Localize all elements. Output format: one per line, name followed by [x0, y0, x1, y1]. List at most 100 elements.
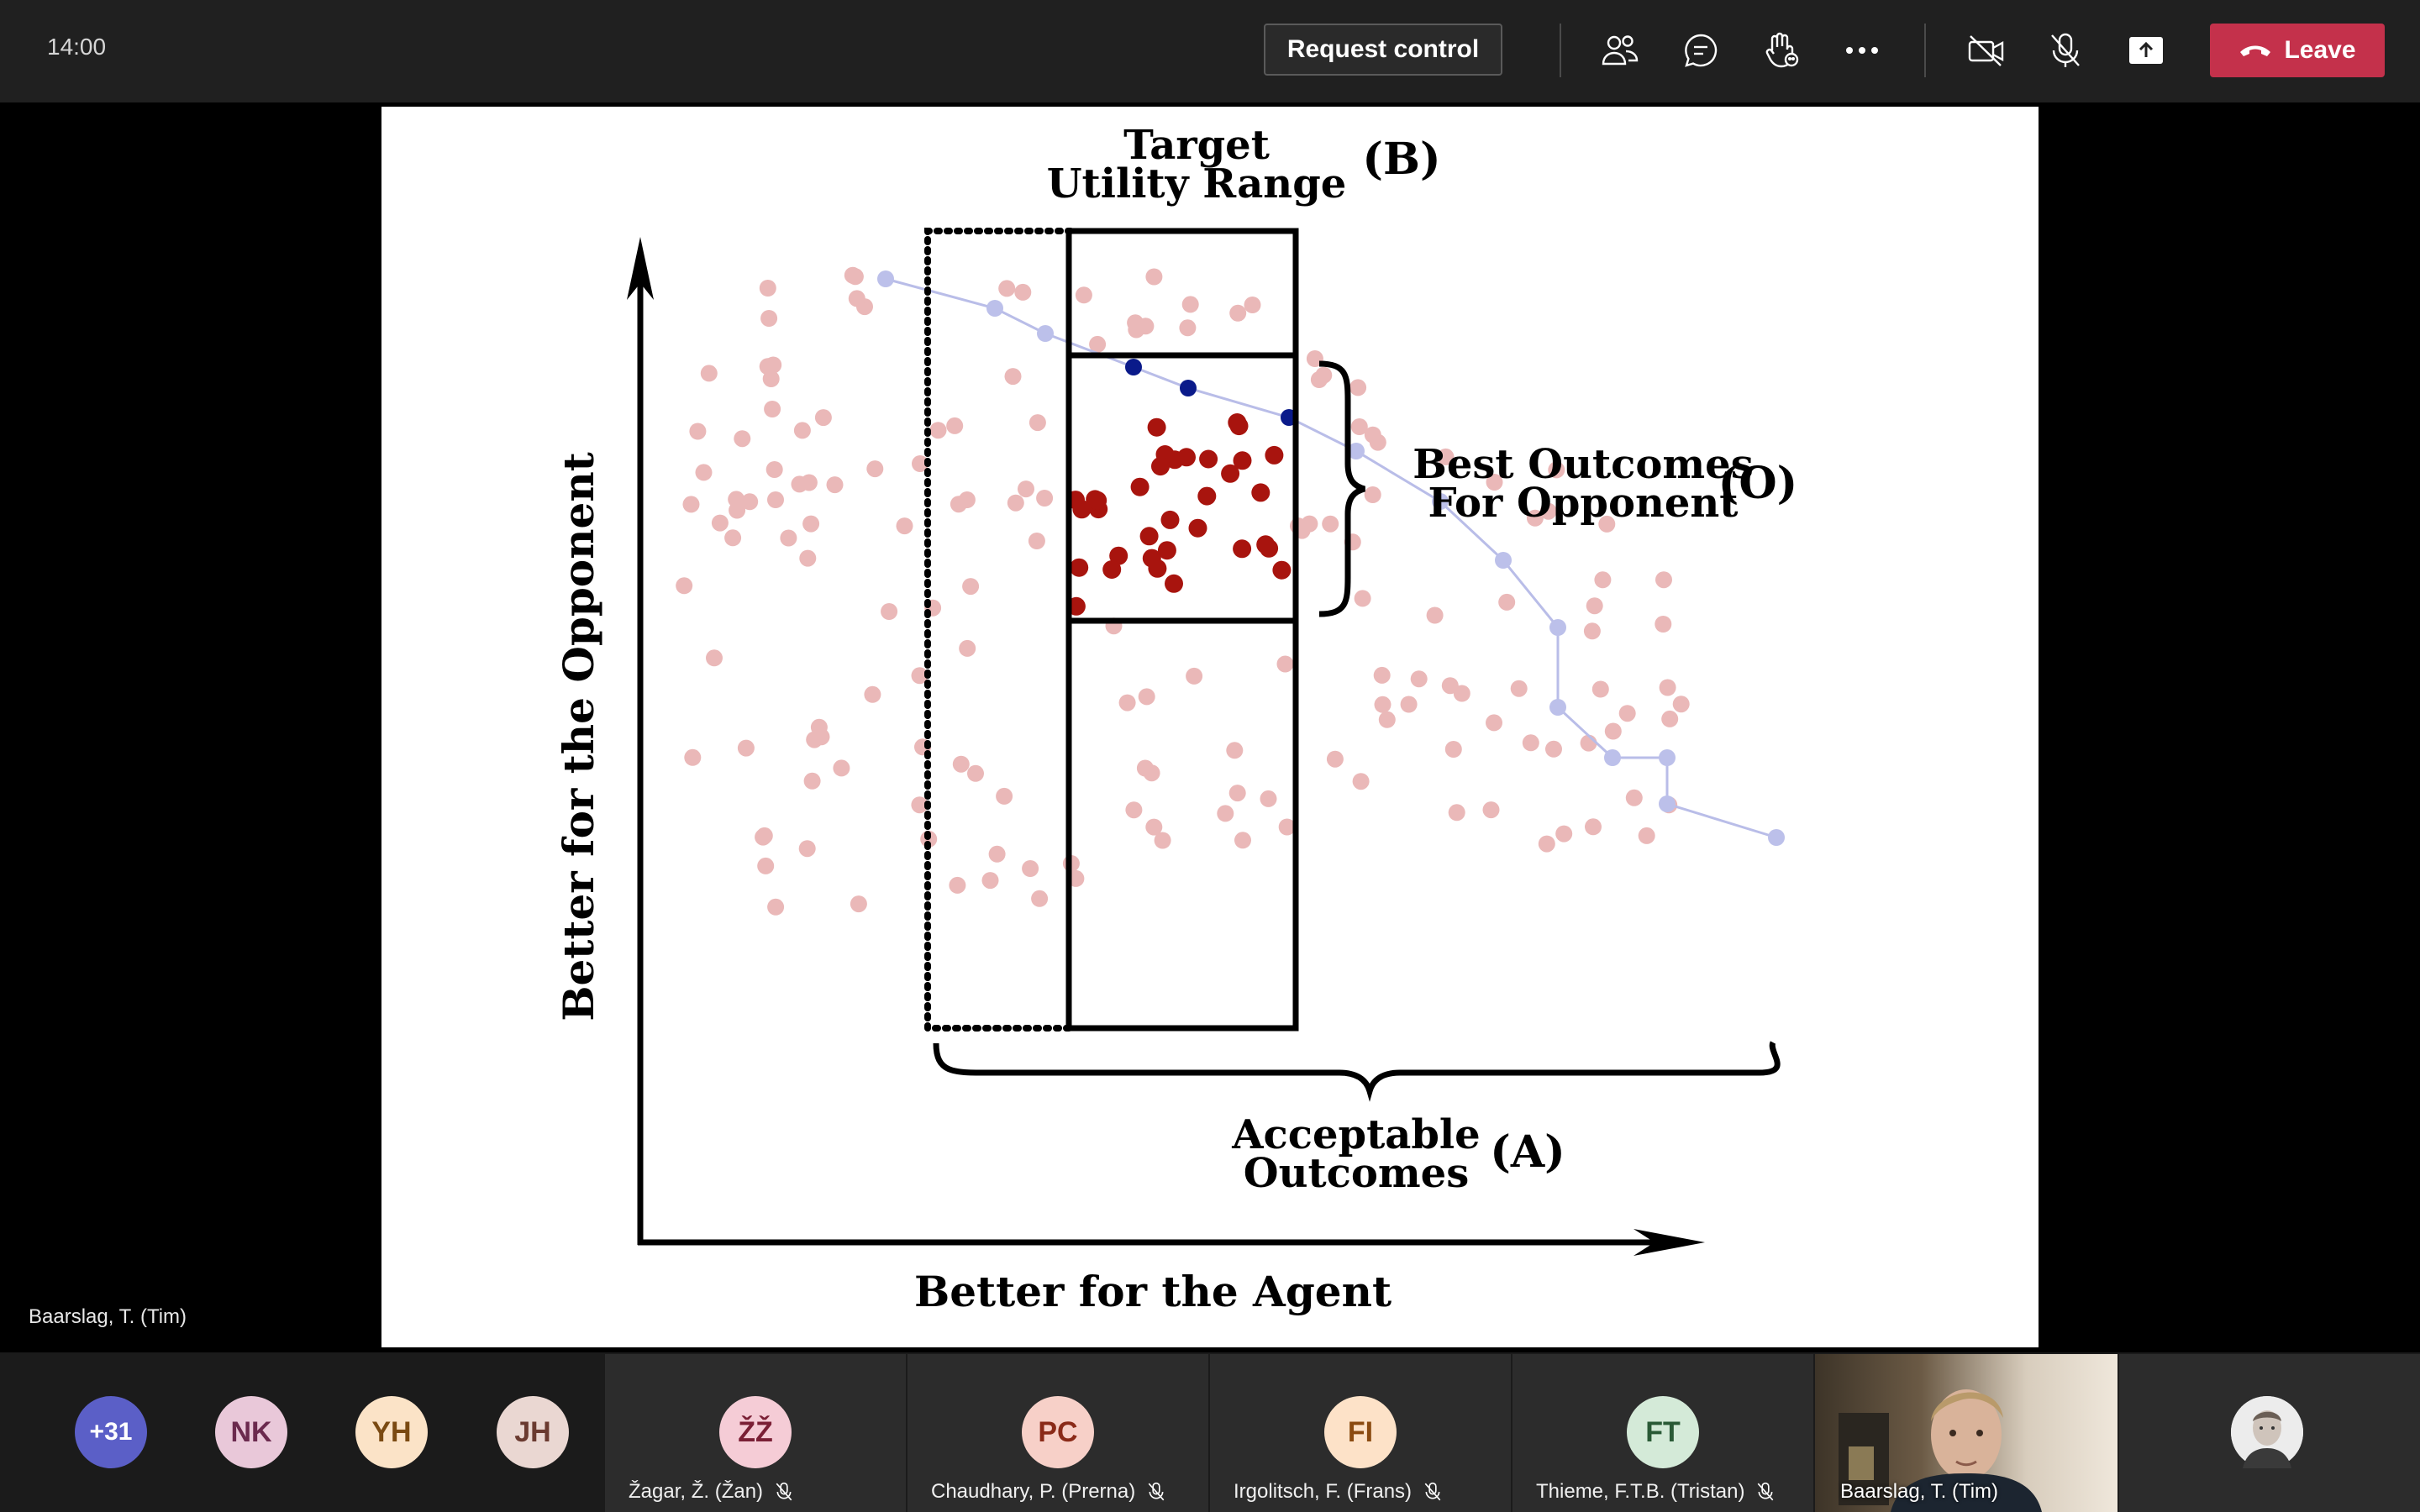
best-outcome-dot — [1229, 417, 1249, 436]
outcome-dot — [810, 718, 828, 736]
outcome-dot — [1028, 414, 1046, 432]
outcome-dot — [1310, 371, 1328, 388]
camera-off-icon[interactable] — [1961, 25, 2012, 76]
outcome-dot — [814, 409, 832, 427]
outcome-dot — [1349, 379, 1367, 396]
outcome-dot — [764, 401, 781, 417]
outcome-dot — [1482, 801, 1500, 819]
slide-figure: Target Utility Range (B) Best Outcomes F… — [554, 122, 1797, 1316]
target-tag: (B) — [1362, 134, 1440, 185]
outcome-dot — [1278, 818, 1296, 836]
outcome-dot — [1510, 680, 1528, 697]
outcome-dot — [1004, 368, 1022, 386]
outcome-dot — [1234, 832, 1251, 849]
outcome-dot — [1373, 666, 1391, 684]
outcome-dot — [881, 603, 898, 620]
outcome-dot — [1661, 710, 1679, 727]
outcome-dot — [1075, 286, 1092, 304]
avatar-photo[interactable] — [2231, 1396, 2303, 1468]
outcome-dot — [1007, 494, 1024, 512]
outcome-dot — [1659, 679, 1676, 696]
best-outcome-dot — [1086, 490, 1105, 509]
more-participants-badge[interactable]: +31 — [75, 1396, 147, 1468]
outcome-dot — [1226, 742, 1244, 759]
participant-name: Thieme, F.T.B. (Tristan) — [1536, 1480, 1745, 1503]
best-outcome-dot — [1199, 449, 1218, 469]
pareto-point — [1180, 380, 1197, 396]
outcome-dot — [1655, 616, 1672, 633]
outcome-dot — [1364, 486, 1381, 503]
pareto-point — [1495, 552, 1512, 569]
people-icon[interactable] — [1595, 25, 1645, 76]
toolbar-divider — [1560, 24, 1561, 77]
share-icon[interactable] — [2121, 25, 2171, 76]
mic-off-icon[interactable] — [2040, 25, 2091, 76]
outcome-dot — [1138, 688, 1155, 706]
best-outcome-dot — [1233, 451, 1252, 470]
outcome-dot — [1625, 789, 1643, 806]
outcome-dot — [1186, 667, 1203, 685]
outcome-dot — [1526, 509, 1544, 527]
mic-off-icon — [1758, 1482, 1774, 1501]
outcome-dot — [759, 358, 776, 375]
pareto-point — [1659, 795, 1676, 812]
request-control-button[interactable]: Request control — [1264, 24, 1502, 76]
toolbar-divider — [1924, 24, 1926, 77]
outcome-dot — [981, 872, 999, 890]
avatar-nk[interactable]: NK — [215, 1396, 287, 1468]
acceptable-label-line2: Outcomes — [1244, 1150, 1469, 1197]
outcome-dot — [1591, 680, 1609, 698]
outcome-dot — [1410, 670, 1428, 688]
leave-button[interactable]: Leave — [2210, 24, 2385, 77]
presenter-video-tile[interactable]: Baarslag, T. (Tim) — [1815, 1354, 2118, 1512]
best-outcome-dot — [1070, 558, 1089, 577]
avatar-yh[interactable]: YH — [355, 1396, 428, 1468]
outcome-dot — [695, 464, 713, 481]
avatar-jh[interactable]: JH — [497, 1396, 569, 1468]
outcome-dot — [912, 455, 929, 472]
best-outcome-dot — [1139, 527, 1159, 546]
avatar-initials: JH — [514, 1415, 551, 1448]
avatar-zz: ŽŽ — [719, 1396, 792, 1468]
outcome-dot — [911, 796, 929, 814]
best-outcomes-brace — [1318, 360, 1365, 617]
best-outcome-dot — [1148, 559, 1167, 578]
outcome-dot — [1228, 785, 1246, 802]
outcome-dot — [1586, 597, 1603, 615]
outcome-dot — [848, 290, 865, 307]
outcome-dot — [1604, 722, 1622, 740]
outcome-dot — [1022, 860, 1039, 877]
tile-name-zagar: Žagar, Ž. (Žan) — [629, 1480, 793, 1504]
outcome-dot — [734, 430, 751, 448]
chat-icon[interactable] — [1676, 25, 1726, 76]
best-outcome-dot — [1147, 417, 1166, 437]
outcome-dot — [765, 461, 783, 478]
best-outcome-dot — [1160, 510, 1180, 529]
pareto-point — [1348, 443, 1365, 459]
outcome-dot — [1583, 622, 1601, 640]
raise-hand-icon[interactable] — [1756, 25, 1807, 76]
pareto-point — [1768, 829, 1785, 846]
target-label-line1: Target — [1123, 122, 1270, 169]
outcome-dot — [846, 268, 864, 286]
outcome-dot — [864, 685, 881, 703]
outcome-dot — [967, 764, 984, 782]
participant-name: Chaudhary, P. (Prerna) — [931, 1480, 1136, 1503]
outcome-dot — [1448, 804, 1465, 822]
best-outcome-dot — [1130, 477, 1150, 496]
pareto-point — [1125, 359, 1142, 375]
outcome-dot — [1352, 773, 1370, 790]
participant-name: Irgolitsch, F. (Frans) — [1234, 1480, 1413, 1503]
pareto-point — [1659, 749, 1676, 766]
outcome-dot — [1444, 741, 1462, 758]
outcome-dot — [799, 549, 817, 567]
outcome-dot — [711, 514, 729, 532]
outcome-dot — [988, 845, 1006, 863]
outcome-dot — [767, 898, 785, 916]
pareto-point — [1037, 325, 1054, 342]
outcome-dot — [958, 491, 976, 508]
presenter-name-label: Baarslag, T. (Tim) — [29, 1305, 187, 1328]
x-axis-arrow — [1634, 1229, 1705, 1256]
y-axis-label: Better for the Opponent — [554, 452, 603, 1021]
more-icon[interactable] — [1837, 25, 1887, 76]
